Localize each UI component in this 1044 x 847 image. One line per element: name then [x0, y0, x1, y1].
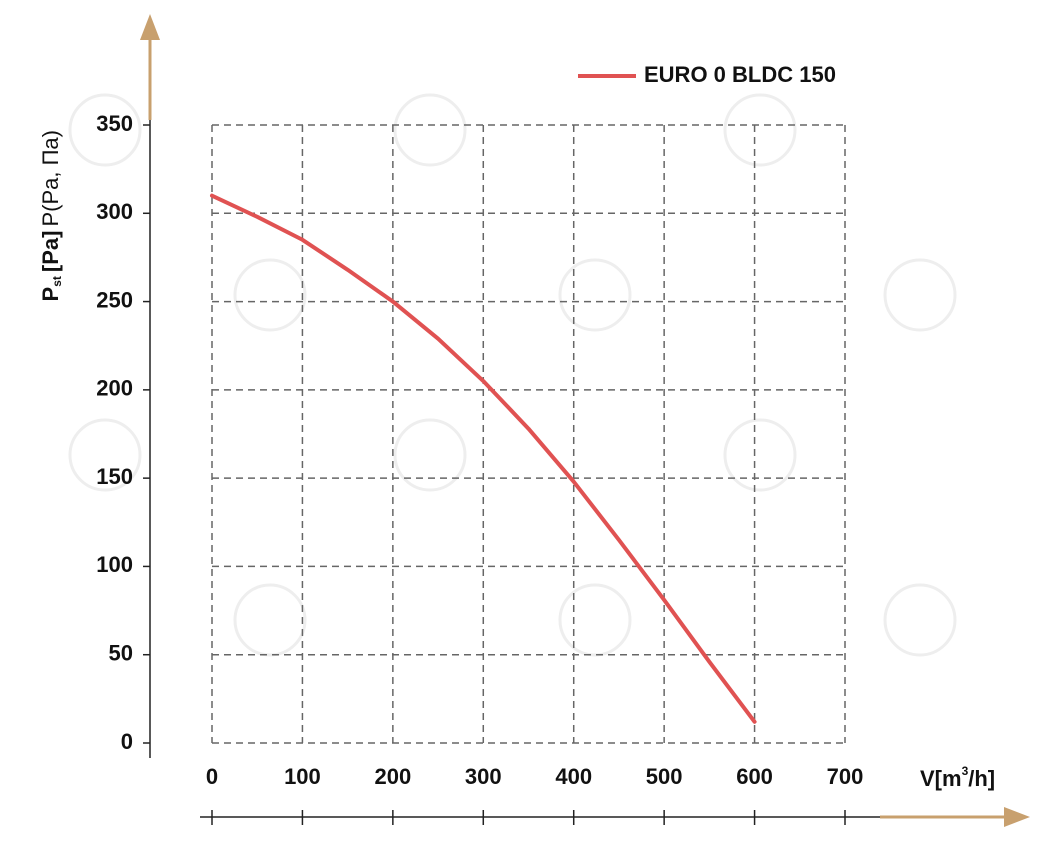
y-label-sub: st	[50, 276, 64, 287]
y-tick-label: 350	[96, 111, 133, 136]
y-tick-label: 250	[96, 287, 133, 312]
legend-label: EURO 0 BLDC 150	[644, 62, 836, 87]
y-label-main: P	[38, 287, 63, 302]
series-line	[210, 193, 757, 724]
y-label-alt: P(Pa, Па)	[38, 130, 63, 227]
x-tick-label: 700	[827, 764, 864, 789]
x-tick-label: 100	[284, 764, 321, 789]
y-tick-label: 100	[96, 552, 133, 577]
x-label-end: /h]	[968, 766, 995, 791]
y-arrowhead	[140, 14, 160, 40]
x-tick-label: 500	[646, 764, 683, 789]
y-tick-label: 50	[109, 641, 133, 666]
x-label: V[m3/h]	[920, 764, 995, 791]
x-label-main: V[m	[920, 766, 962, 791]
y-tick-label: 300	[96, 199, 133, 224]
y-tick-label: 150	[96, 464, 133, 489]
x-tick-label: 200	[374, 764, 411, 789]
x-arrowhead	[1004, 807, 1030, 827]
y-label: Pst [Pa] P(Pa, Па)	[38, 130, 64, 301]
y-label-unit: [Pa]	[38, 231, 63, 273]
watermark	[68, 93, 957, 657]
x-label-sup: 3	[962, 764, 969, 778]
x-tick-label: 600	[736, 764, 773, 789]
y-tick-label: 0	[121, 729, 133, 754]
y-tick-label: 200	[96, 376, 133, 401]
y-label-text: Pst [Pa] P(Pa, Па)	[38, 130, 64, 301]
x-tick-label: 0	[206, 764, 218, 789]
x-tick-label: 400	[555, 764, 592, 789]
x-tick-label: 300	[465, 764, 502, 789]
